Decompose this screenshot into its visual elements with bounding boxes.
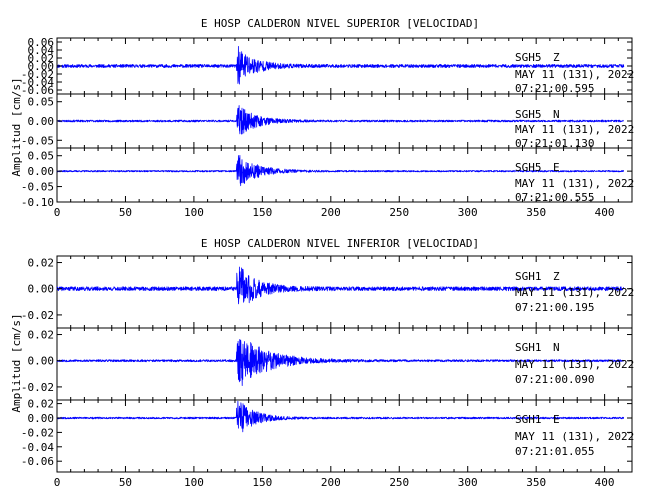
x-tick-label: 50 [119,476,132,489]
time-label: 07:21:00.090 [515,373,594,386]
time-label: 07:21:00.595 [515,82,594,95]
station-label: SGH1 [515,413,542,426]
seismic-trace [56,266,624,305]
chart-title: E HOSP CALDERON NIVEL INFERIOR [VELOCIDA… [201,237,479,250]
x-tick-label: 350 [526,476,546,489]
y-tick-label: -0.04 [21,441,54,454]
date-label: MAY 11 (131), 2022 [515,123,634,136]
chart-superior: E HOSP CALDERON NIVEL SUPERIOR [VELOCIDA… [10,17,634,219]
time-label: 07:21:00.195 [515,301,594,314]
y-tick-label: 0.00 [28,355,55,368]
x-tick-label: 350 [526,206,546,219]
panel-sgh5-z: SGH5 Z MAY 11 (131), 2022 07:21:00.595 0… [21,36,634,97]
time-label: 07:21:01.130 [515,137,594,150]
y-tick-label: 0.02 [28,398,55,411]
y-tick-label: 0.02 [28,257,55,270]
date-label: MAY 11 (131), 2022 [515,358,634,371]
y-tick-label: -0.02 [21,381,54,394]
chart-title: E HOSP CALDERON NIVEL SUPERIOR [VELOCIDA… [201,17,479,30]
y-tick-label: -0.02 [21,309,54,322]
y-tick-label: -0.06 [21,455,54,468]
y-tick-label: -0.10 [21,196,54,209]
x-tick-label: 50 [119,206,132,219]
y-axis-label: Amplitud [cm/s] [10,77,23,176]
station-label: SGH5 [515,108,542,121]
x-tick-label: 0 [54,206,61,219]
y-tick-label: -0.02 [21,426,54,439]
date-label: MAY 11 (131), 2022 [515,430,634,443]
y-tick-label: 0.00 [28,283,55,296]
time-label: 07:21:01.055 [515,445,594,458]
seismic-trace [56,339,625,386]
y-tick-label: 0.00 [28,412,55,425]
station-label: SGH5 [515,161,542,174]
y-tick-label: 0.00 [28,60,55,73]
y-tick-label: -0.06 [21,84,54,97]
y-tick-label: 0.05 [28,150,55,163]
station-label: SGH1 [515,270,542,283]
date-label: MAY 11 (131), 2022 [515,286,634,299]
y-tick-label: 0.00 [28,115,55,128]
x-tick-label: 200 [321,476,341,489]
x-tick-label: 400 [595,206,615,219]
x-tick-label: 150 [252,476,272,489]
x-tick-label: 100 [184,206,204,219]
x-tick-label: 300 [458,206,478,219]
panel-sgh5-e: SGH5 E MAY 11 (131), 2022 07:21:00.555 0… [21,147,634,209]
seismic-trace [56,105,625,135]
panel-sgh1-e: SGH1 E MAY 11 (131), 2022 07:21:01.055 0… [21,398,634,473]
seismic-trace [56,400,625,433]
chart-inferior: E HOSP CALDERON NIVEL INFERIOR [VELOCIDA… [10,237,634,489]
station-label: SGH1 [515,341,542,354]
x-axis: 0 50 100 150 200 250 300 350 400 [54,206,615,219]
x-tick-label: 200 [321,206,341,219]
y-tick-label: 0.02 [28,52,55,65]
x-tick-label: 0 [54,476,61,489]
panel-sgh5-n: SGH5 N MAY 11 (131), 2022 07:21:01.130 0… [21,93,634,150]
panel-sgh1-n: SGH1 N MAY 11 (131), 2022 07:21:00.090 0… [21,327,634,401]
x-axis: 0 50 100 150 200 250 300 350 400 [54,476,615,489]
y-tick-label: 0.05 [28,96,55,109]
y-tick-label: -0.04 [21,76,54,89]
seismic-trace [56,46,625,85]
y-tick-label: -0.05 [21,134,54,147]
seismic-trace [56,155,624,187]
y-tick-label: -0.05 [21,181,54,194]
y-tick-label: 0.06 [28,36,55,49]
x-tick-label: 100 [184,476,204,489]
y-tick-label: -0.02 [21,68,54,81]
component-label: N [553,341,560,354]
y-tick-label: 0.00 [28,165,55,178]
y-tick-label: 0.04 [28,44,55,57]
x-tick-label: 400 [595,476,615,489]
station-label: SGH5 [515,51,542,64]
x-tick-label: 300 [458,476,478,489]
y-axis-label: Amplitud [cm/s] [10,313,23,412]
component-label: N [553,108,560,121]
component-label: Z [553,270,560,283]
y-tick-label: 0.02 [28,329,55,342]
component-label: E [553,161,560,174]
panel-sgh1-z: SGH1 Z MAY 11 (131), 2022 07:21:00.195 0… [21,255,634,329]
date-label: MAY 11 (131), 2022 [515,177,634,190]
x-tick-label: 250 [389,206,409,219]
x-tick-label: 250 [389,476,409,489]
time-label: 07:21:00.555 [515,191,594,204]
component-label: E [553,413,560,426]
component-label: Z [553,51,560,64]
date-label: MAY 11 (131), 2022 [515,68,634,81]
x-tick-label: 150 [252,206,272,219]
